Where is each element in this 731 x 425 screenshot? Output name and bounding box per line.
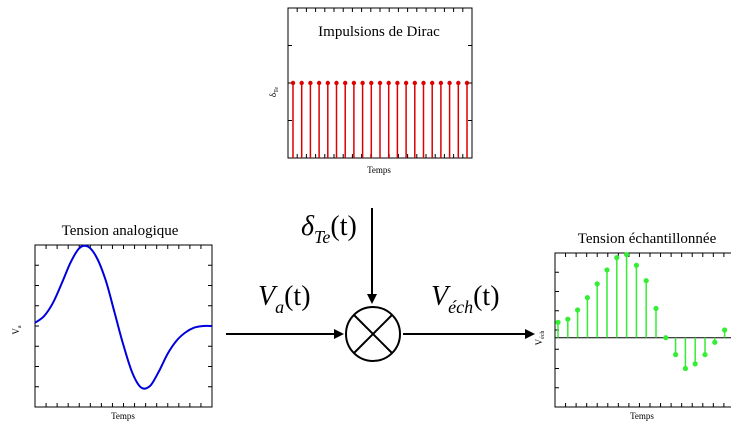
dirac-impulse-tip xyxy=(299,80,304,86)
sample-point xyxy=(614,255,620,261)
analog-y-label-sub: a xyxy=(17,325,23,328)
dirac-impulse-tip xyxy=(290,80,296,86)
dirac-impulse-tip xyxy=(308,80,313,86)
sample-point xyxy=(653,305,659,312)
multiplier-circle xyxy=(345,306,401,362)
sample-point xyxy=(584,295,591,301)
sampled-y-axis-label: Véch xyxy=(534,331,546,346)
dirac-impulse-tip xyxy=(386,80,391,86)
dirac-y-label-sub: Te xyxy=(274,87,280,93)
dirac-panel: Impulsions de Dirac Temps δTe xyxy=(268,7,473,175)
dirac-signal-sub: Te xyxy=(314,227,330,247)
sampled-plot-frame xyxy=(554,252,731,408)
dirac-signal-label: δTe(t) xyxy=(301,211,357,247)
analog-y-axis-label: Va xyxy=(11,325,23,335)
dirac-impulse-tip xyxy=(412,80,417,86)
analog-axis-ticks xyxy=(35,245,212,407)
sample-point xyxy=(624,251,630,258)
sample-point xyxy=(673,352,679,358)
sample-point xyxy=(555,319,561,325)
sample-point xyxy=(575,307,581,313)
sampled-panel-title: Tension échantillonnée xyxy=(578,231,717,247)
sample-point xyxy=(663,335,669,341)
sampled-signal-label: Véch(t) xyxy=(431,281,500,317)
sampled-axis-ticks xyxy=(555,253,725,407)
dirac-impulse-tip xyxy=(395,80,400,86)
analog-panel: Tension analogique Temps Va xyxy=(11,223,213,421)
sampled-y-label-sub: éch xyxy=(540,331,546,339)
analog-signal-label: Va(t) xyxy=(258,281,311,317)
dirac-impulse-tip xyxy=(447,80,452,86)
sample-point xyxy=(633,262,640,268)
dirac-impulse-tip xyxy=(316,80,322,86)
dirac-impulse-tip xyxy=(464,80,470,86)
sample-point xyxy=(565,316,571,322)
dirac-impulse-tip xyxy=(438,80,444,86)
sample-point xyxy=(722,327,728,333)
sample-point xyxy=(692,361,698,367)
sample-point xyxy=(604,267,610,273)
dirac-impulse-tip xyxy=(456,80,461,86)
dirac-y-axis-label: δTe xyxy=(268,87,280,97)
dirac-impulse-tip xyxy=(377,80,383,86)
multiplier-cross-b xyxy=(353,314,393,354)
sampled-signal-arg: (t) xyxy=(473,281,499,312)
dirac-impulse-tip xyxy=(325,80,330,86)
sample-point xyxy=(594,281,600,287)
dirac-impulse-tip xyxy=(430,80,435,86)
dirac-impulse-tip xyxy=(343,80,348,86)
dirac-panel-title: Impulsions de Dirac xyxy=(318,24,440,40)
sampled-panel: Tension échantillonnée Temps Véch xyxy=(534,231,731,421)
analog-signal-arg: (t) xyxy=(284,281,310,312)
analog-x-axis-label: Temps xyxy=(111,411,135,421)
dirac-signal-main: δ xyxy=(301,211,315,242)
dirac-impulse-tip xyxy=(369,80,374,86)
sample-point xyxy=(702,352,708,358)
analog-y-label-main: V xyxy=(11,328,21,335)
analog-signal-main: V xyxy=(258,281,278,312)
dirac-impulse-tip xyxy=(360,80,365,86)
dirac-impulses xyxy=(290,80,470,158)
dirac-x-axis-label: Temps xyxy=(367,165,391,175)
analog-signal-sub: a xyxy=(275,297,284,317)
sampled-signal-main: V xyxy=(431,281,451,312)
sampled-x-axis-label: Temps xyxy=(630,411,654,421)
dirac-axis-ticks xyxy=(288,8,472,158)
sampled-stems xyxy=(555,251,731,372)
sampled-signal-sub: éch xyxy=(448,297,473,317)
dirac-impulse-tip xyxy=(403,80,409,86)
sampled-y-label-main: V xyxy=(534,338,544,345)
analog-plot-frame xyxy=(34,244,213,408)
dirac-y-label-main: δ xyxy=(268,93,278,97)
analog-signal-curve xyxy=(34,244,213,390)
analog-panel-title: Tension analogique xyxy=(62,223,179,239)
dirac-impulse-tip xyxy=(334,80,339,86)
multiplier-icon xyxy=(345,306,401,362)
sample-point xyxy=(643,278,649,284)
sample-point xyxy=(712,339,718,345)
dirac-signal-arg: (t) xyxy=(330,211,356,242)
sample-point xyxy=(682,365,689,372)
dirac-impulse-tip xyxy=(421,80,426,86)
dirac-impulse-tip xyxy=(351,80,357,86)
